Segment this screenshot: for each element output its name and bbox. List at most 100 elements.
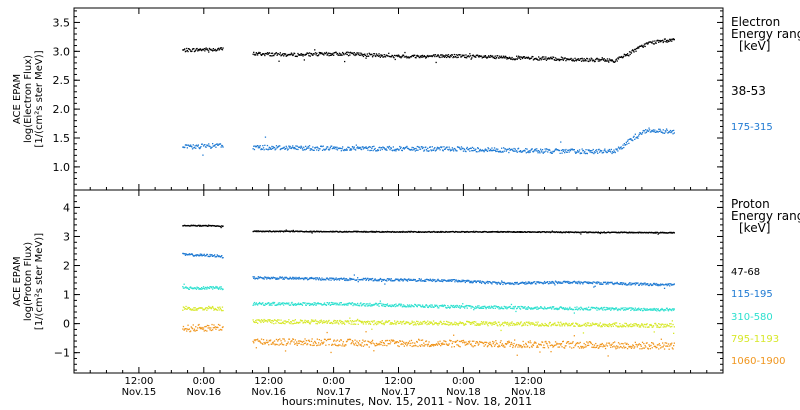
proton-data-point — [207, 225, 209, 227]
proton-data-point — [455, 324, 457, 326]
proton-data-point — [619, 283, 621, 285]
proton-data-point — [409, 344, 411, 347]
proton-data-point — [315, 322, 317, 325]
proton-data-point — [566, 307, 568, 309]
proton-data-point — [543, 231, 545, 233]
electron-data-point — [581, 57, 583, 59]
proton-data-point — [551, 280, 553, 283]
electron-data-point — [360, 52, 362, 54]
proton-data-point — [608, 323, 611, 325]
proton-data-point — [308, 304, 311, 306]
electron-data-point — [221, 49, 224, 51]
proton-data-point — [391, 304, 393, 306]
electron-data-point — [615, 58, 618, 60]
proton-data-point — [484, 305, 486, 307]
proton-data-point — [188, 288, 190, 290]
proton-data-point — [536, 231, 538, 233]
proton-data-point — [615, 282, 618, 284]
proton-data-point — [310, 321, 312, 323]
proton-data-point — [353, 274, 355, 276]
proton-data-point — [509, 305, 511, 308]
proton-data-point — [599, 325, 601, 327]
proton-data-point — [606, 324, 608, 326]
proton-data-point — [453, 279, 455, 281]
proton-data-point — [372, 231, 374, 233]
proton-data-point — [375, 302, 378, 305]
electron-data-point — [321, 145, 323, 148]
proton-data-point — [338, 278, 340, 280]
proton-data-point — [532, 344, 535, 347]
electron-data-point — [311, 54, 313, 56]
electron-data-point — [206, 144, 209, 146]
proton-data-point — [625, 322, 627, 325]
proton-data-point — [394, 279, 396, 281]
proton-data-point — [630, 307, 633, 309]
electron-data-point — [309, 55, 311, 57]
electron-data-point — [487, 56, 489, 58]
proton-data-point — [274, 344, 276, 346]
electron-data-point — [193, 50, 196, 53]
electron-data-point — [490, 150, 492, 152]
electron-data-point — [509, 149, 511, 151]
proton-data-point — [569, 346, 571, 348]
proton-data-point — [637, 309, 639, 311]
electron-data-point — [202, 49, 205, 51]
proton-data-point — [550, 282, 552, 284]
proton-data-point — [291, 301, 293, 304]
proton-data-point — [512, 231, 514, 233]
proton-data-point — [433, 344, 435, 346]
proton-data-point — [437, 278, 439, 280]
proton-data-point — [362, 339, 364, 341]
proton-data-point — [620, 346, 622, 348]
proton-data-point — [517, 322, 520, 324]
proton-data-point — [547, 347, 550, 349]
proton-data-point — [654, 345, 656, 347]
proton-data-point — [461, 279, 463, 281]
electron-data-point — [426, 55, 428, 57]
electron-data-point — [625, 144, 627, 146]
electron-data-point — [482, 56, 484, 58]
proton-data-point — [512, 346, 514, 349]
electron-data-point — [210, 48, 212, 50]
proton-data-point — [670, 283, 672, 285]
proton-data-point — [403, 341, 405, 343]
proton-data-point — [327, 321, 329, 323]
proton-data-point — [421, 339, 424, 341]
proton-data-point — [519, 307, 521, 310]
proton-data-point — [641, 308, 643, 310]
proton-data-point — [646, 342, 648, 344]
proton-data-point — [353, 343, 355, 345]
proton-data-point — [668, 348, 670, 350]
proton-data-point — [491, 306, 493, 308]
proton-data-point — [255, 339, 257, 341]
proton-data-point — [555, 308, 557, 310]
proton-data-point — [414, 344, 416, 346]
proton-data-point — [450, 322, 452, 324]
proton-data-point — [547, 345, 549, 347]
proton-data-point — [527, 322, 529, 324]
proton-data-point — [569, 231, 572, 233]
electron-data-point — [593, 60, 596, 63]
proton-data-point — [584, 281, 586, 283]
proton-data-point — [585, 308, 587, 311]
electron-data-point — [566, 151, 568, 153]
proton-data-point — [373, 280, 375, 282]
proton-data-point — [336, 339, 339, 341]
electron-data-point — [639, 132, 642, 134]
proton-data-point — [279, 276, 281, 278]
proton-data-point — [354, 339, 356, 341]
proton-series-795-1193 — [182, 305, 675, 334]
proton-data-point — [366, 231, 368, 233]
proton-data-point — [577, 308, 579, 310]
proton-data-point — [641, 284, 643, 286]
proton-data-point — [381, 340, 383, 342]
proton-data-point — [314, 302, 317, 304]
proton-data-point — [357, 342, 359, 344]
electron-data-point — [668, 40, 670, 42]
proton-data-point — [446, 323, 448, 325]
proton-data-point — [486, 306, 488, 309]
electron-data-point — [545, 150, 547, 152]
proton-data-point — [210, 286, 212, 288]
proton-data-point — [567, 341, 569, 343]
proton-data-point — [443, 343, 446, 345]
